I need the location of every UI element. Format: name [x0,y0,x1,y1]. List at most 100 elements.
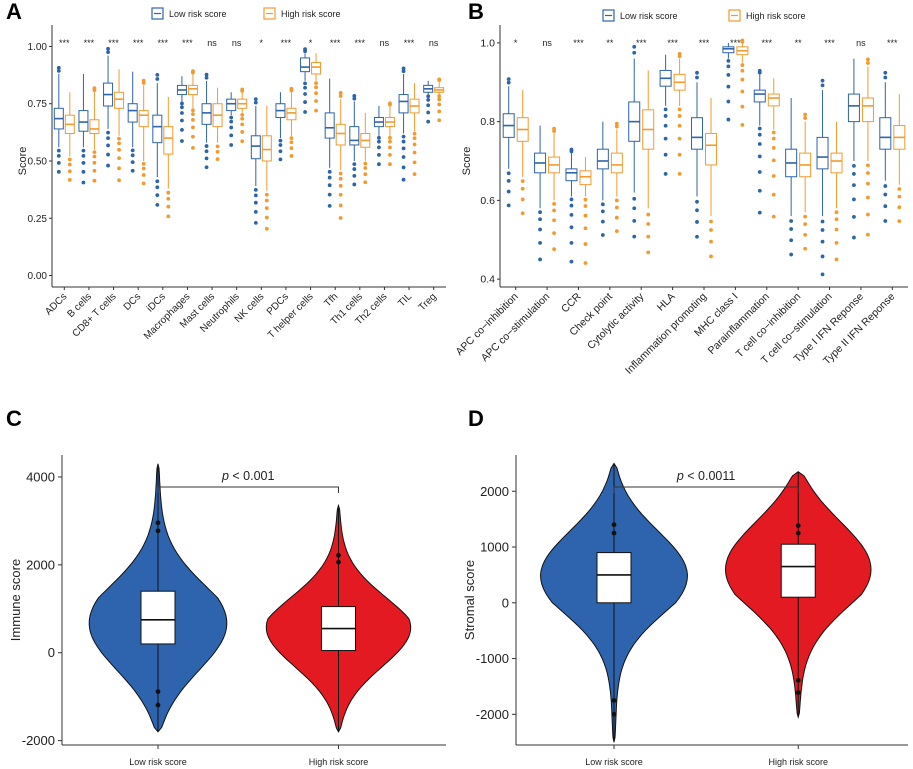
outlier-point [552,247,556,252]
outlier-point [852,172,856,176]
outlier-point [569,241,574,245]
outlier-point [204,72,209,77]
outlier-point [437,118,442,123]
box-low-risk [565,147,578,264]
outlier-point [583,197,588,202]
outlier-point [155,202,160,207]
outlier-point [866,212,870,217]
outlier-point [632,44,637,49]
outlier-point [426,119,431,124]
box-high-risk [335,91,346,220]
box-iqr [722,46,735,54]
box-iqr [565,168,578,182]
box-high-risk [673,52,686,176]
outlier-point [166,214,171,219]
outlier-point [709,219,713,224]
y-axis-label: Immune score [8,559,23,641]
outlier-point [401,69,406,74]
outlier-point [834,257,839,262]
outlier-point [611,530,617,536]
significance-label: *** [59,38,70,48]
outlier-point [130,153,135,158]
outlier-point [820,254,825,259]
outlier-point [338,216,343,220]
outlier-point [204,149,209,154]
outlier-point [166,204,171,209]
box-iqr [127,103,138,123]
box-iqr [300,57,311,73]
outlier-point [883,184,888,188]
violin-high-risk [724,471,872,719]
outlier-point [253,200,258,205]
significance-label: *** [158,38,169,48]
outlier-point [155,702,161,708]
outlier-point [611,697,617,703]
outlier-point [757,188,762,193]
box-low-risk [502,77,515,208]
panel-d-label: D [468,406,484,431]
outlier-point [180,118,184,123]
outlier-point [883,192,888,197]
outlier-point [740,89,745,94]
outlier-point [663,136,668,141]
outlier-point [155,528,161,534]
y-tick-label: 0.8 [480,116,495,128]
box-low-risk [300,47,311,114]
box-iqr [349,126,360,146]
outlier-point [632,196,637,201]
outlier-point [253,187,258,192]
box-high-risk [384,101,395,167]
outlier-point [614,121,619,126]
outlier-point [327,204,332,208]
y-tick-label: 0 [502,595,509,610]
box-low-risk [53,65,64,174]
outlier-point [538,210,542,215]
box-high-risk [767,78,780,219]
outlier-point [166,196,171,201]
outlier-point [600,202,605,207]
outlier-point [363,161,368,166]
outlier-point [412,160,417,165]
outlier-point [155,689,161,695]
outlier-point [426,110,431,115]
outlier-point [663,114,668,118]
outlier-point [338,176,343,181]
outlier-point [789,219,794,223]
box-low-risk [373,106,384,167]
outlier-point [264,215,269,220]
y-tick-label: 0.25 [28,214,48,225]
box-high-risk [163,96,174,219]
outlier-point [155,179,160,184]
outlier-point [803,112,808,117]
outlier-point [130,148,135,153]
box-high-risk [861,57,874,237]
outlier-point [803,222,808,227]
outlier-point [130,168,135,173]
box-high-risk [548,126,561,252]
outlier-point [56,68,61,73]
outlier-point [552,126,556,131]
outlier-point [191,145,195,150]
outlier-point [897,205,902,210]
outlier-point [726,64,731,69]
outlier-point [81,180,86,185]
outlier-point [264,198,269,203]
outlier-point [401,66,406,71]
outlier-point [740,68,745,73]
box-low-risk [398,66,409,182]
outlier-point [67,169,72,174]
outlier-point [771,174,776,178]
box-high-risk [237,87,248,144]
outlier-point [866,163,870,168]
outlier-point [426,103,431,108]
outlier-point [336,559,341,565]
box-high-risk [360,112,371,185]
outlier-point [289,146,294,151]
outlier-point [552,231,556,236]
outlier-point [92,160,97,165]
x-tick-label: DCs [122,291,144,313]
outlier-point [740,123,745,127]
outlier-point [204,75,209,80]
outlier-point [388,139,392,144]
box-iqr [152,114,163,144]
